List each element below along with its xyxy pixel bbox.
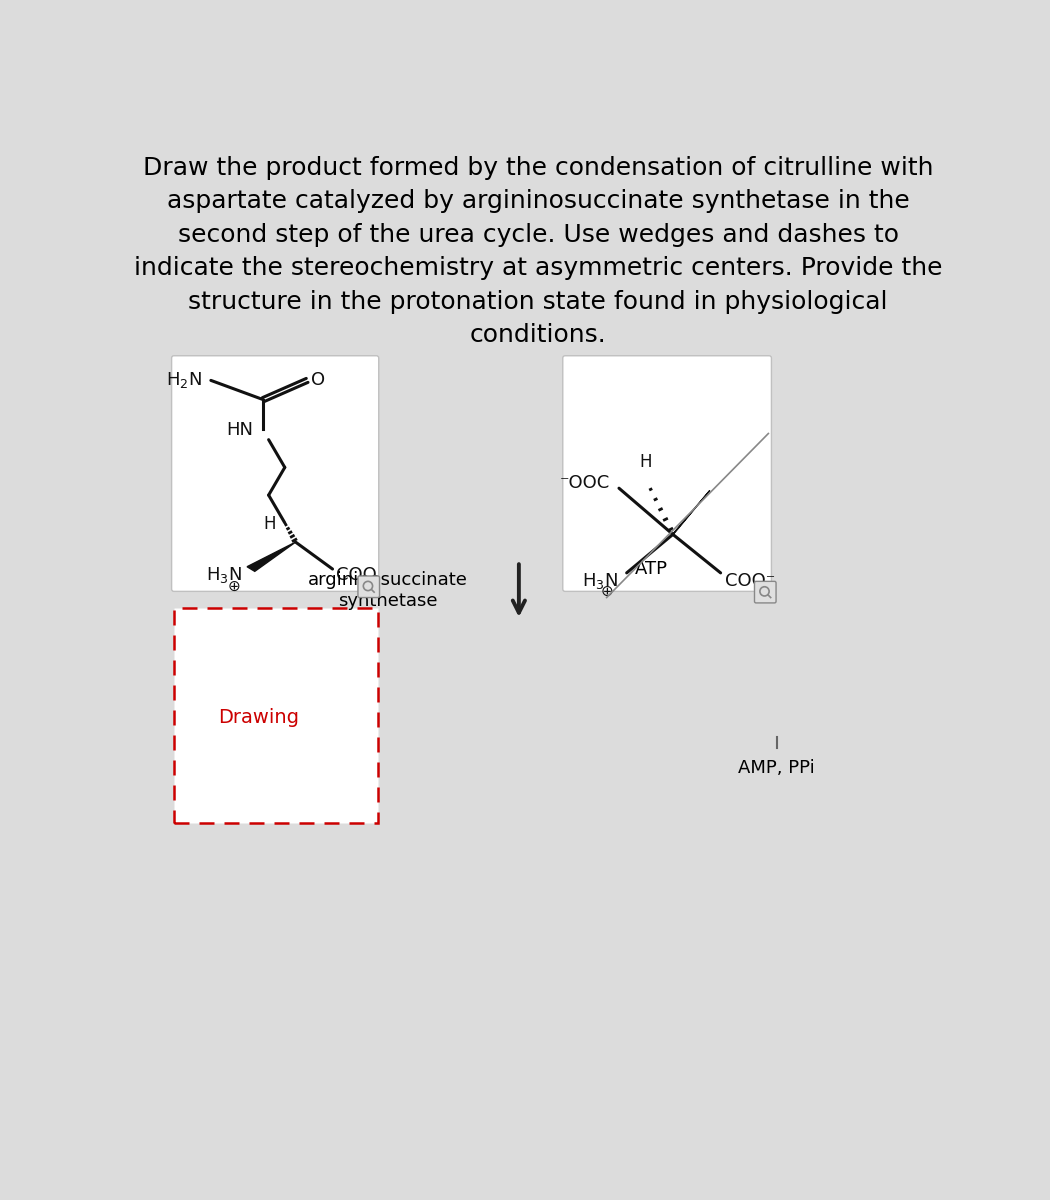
Text: ⁻OOC: ⁻OOC bbox=[560, 474, 610, 492]
Text: Draw the product formed by the condensation of citrulline with
aspartate catalyz: Draw the product formed by the condensat… bbox=[134, 156, 943, 347]
Text: H: H bbox=[639, 454, 652, 472]
FancyBboxPatch shape bbox=[563, 355, 772, 592]
Text: COO: COO bbox=[336, 566, 376, 584]
FancyBboxPatch shape bbox=[755, 581, 776, 602]
FancyBboxPatch shape bbox=[174, 607, 378, 823]
Text: HN: HN bbox=[227, 421, 253, 439]
Text: ⊕: ⊕ bbox=[601, 584, 614, 599]
Polygon shape bbox=[671, 491, 710, 536]
Text: AMP, PPi: AMP, PPi bbox=[738, 758, 815, 776]
Text: ATP: ATP bbox=[635, 560, 668, 578]
FancyBboxPatch shape bbox=[171, 355, 379, 592]
Text: H$_3$N: H$_3$N bbox=[582, 570, 617, 590]
Text: argininosuccinate
synthetase: argininosuccinate synthetase bbox=[308, 571, 468, 610]
Text: H: H bbox=[264, 515, 276, 533]
Text: COO⁻: COO⁻ bbox=[726, 571, 776, 589]
Text: H$_3$N: H$_3$N bbox=[206, 565, 242, 586]
Text: ⊕: ⊕ bbox=[228, 578, 240, 594]
Text: Drawing: Drawing bbox=[218, 708, 299, 727]
Text: H$_2$N: H$_2$N bbox=[166, 371, 202, 390]
FancyBboxPatch shape bbox=[358, 576, 379, 598]
Text: O: O bbox=[311, 371, 326, 389]
Polygon shape bbox=[247, 542, 296, 571]
